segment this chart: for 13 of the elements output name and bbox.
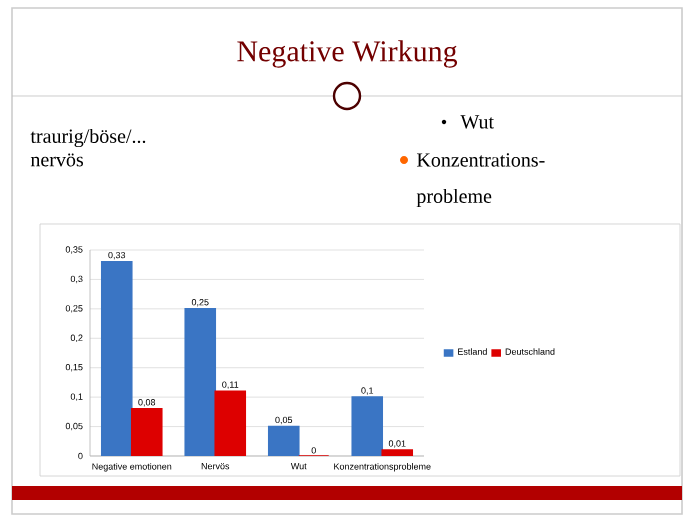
bar (214, 390, 247, 456)
text: traurig/böse/... (30, 128, 146, 148)
text: nervös (30, 153, 83, 167)
bar (100, 260, 133, 456)
bar (267, 425, 300, 456)
chart-title: Negative Wirkung (237, 40, 458, 68)
text: Wut (460, 115, 494, 129)
bar (184, 308, 217, 456)
bar (381, 449, 414, 456)
text: Konzentrations- (416, 153, 545, 167)
text: probleme (416, 188, 492, 208)
bar (351, 396, 384, 456)
bar (130, 408, 163, 456)
